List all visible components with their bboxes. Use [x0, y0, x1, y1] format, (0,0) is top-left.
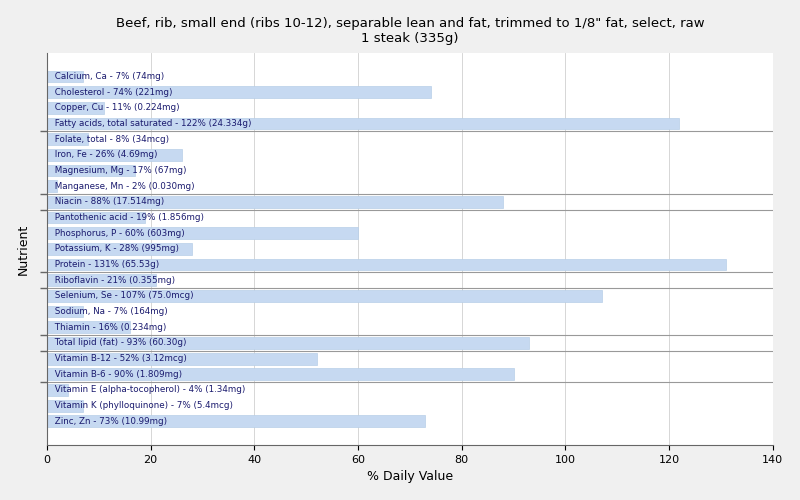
Text: Sodium, Na - 7% (164mg): Sodium, Na - 7% (164mg)	[52, 307, 168, 316]
Bar	[47, 416, 426, 427]
Bar	[47, 180, 58, 192]
Text: Vitamin K (phylloquinone) - 7% (5.4mcg): Vitamin K (phylloquinone) - 7% (5.4mcg)	[52, 401, 233, 410]
Bar	[47, 134, 88, 145]
Text: Vitamin E (alpha-tocopherol) - 4% (1.34mg): Vitamin E (alpha-tocopherol) - 4% (1.34m…	[52, 386, 246, 394]
Text: Vitamin B-6 - 90% (1.809mg): Vitamin B-6 - 90% (1.809mg)	[52, 370, 182, 379]
Bar	[47, 86, 430, 98]
Text: Phosphorus, P - 60% (603mg): Phosphorus, P - 60% (603mg)	[52, 228, 185, 237]
Text: Selenium, Se - 107% (75.0mcg): Selenium, Se - 107% (75.0mcg)	[52, 292, 194, 300]
Bar	[47, 400, 83, 411]
Bar	[47, 70, 83, 83]
Bar	[47, 337, 529, 349]
Text: Vitamin B-12 - 52% (3.12mcg): Vitamin B-12 - 52% (3.12mcg)	[52, 354, 187, 363]
Title: Beef, rib, small end (ribs 10-12), separable lean and fat, trimmed to 1/8" fat, : Beef, rib, small end (ribs 10-12), separ…	[115, 16, 704, 44]
Text: Magnesium, Mg - 17% (67mg): Magnesium, Mg - 17% (67mg)	[52, 166, 186, 175]
Bar	[47, 102, 104, 114]
Text: Folate, total - 8% (34mcg): Folate, total - 8% (34mcg)	[52, 134, 169, 143]
Text: Thiamin - 16% (0.234mg): Thiamin - 16% (0.234mg)	[52, 323, 166, 332]
Bar	[47, 353, 317, 364]
Bar	[47, 164, 135, 176]
Text: Niacin - 88% (17.514mg): Niacin - 88% (17.514mg)	[52, 198, 164, 206]
Bar	[47, 274, 156, 286]
Text: Riboflavin - 21% (0.355mg): Riboflavin - 21% (0.355mg)	[52, 276, 175, 285]
Bar	[47, 384, 68, 396]
Bar	[47, 196, 503, 208]
Text: Cholesterol - 74% (221mg): Cholesterol - 74% (221mg)	[52, 88, 173, 96]
Text: Iron, Fe - 26% (4.69mg): Iron, Fe - 26% (4.69mg)	[52, 150, 158, 160]
X-axis label: % Daily Value: % Daily Value	[366, 470, 453, 484]
Bar	[47, 149, 182, 160]
Text: Total lipid (fat) - 93% (60.30g): Total lipid (fat) - 93% (60.30g)	[52, 338, 186, 347]
Bar	[47, 212, 146, 224]
Text: Pantothenic acid - 19% (1.856mg): Pantothenic acid - 19% (1.856mg)	[52, 213, 204, 222]
Text: Copper, Cu - 11% (0.224mg): Copper, Cu - 11% (0.224mg)	[52, 104, 180, 112]
Text: Manganese, Mn - 2% (0.030mg): Manganese, Mn - 2% (0.030mg)	[52, 182, 194, 190]
Text: Zinc, Zn - 73% (10.99mg): Zinc, Zn - 73% (10.99mg)	[52, 417, 167, 426]
Bar	[47, 118, 679, 130]
Y-axis label: Nutrient: Nutrient	[17, 224, 30, 274]
Bar	[47, 290, 602, 302]
Bar	[47, 306, 83, 318]
Bar	[47, 258, 726, 270]
Text: Protein - 131% (65.53g): Protein - 131% (65.53g)	[52, 260, 159, 269]
Text: Fatty acids, total saturated - 122% (24.334g): Fatty acids, total saturated - 122% (24.…	[52, 119, 251, 128]
Bar	[47, 228, 358, 239]
Text: Potassium, K - 28% (995mg): Potassium, K - 28% (995mg)	[52, 244, 179, 254]
Bar	[47, 243, 192, 255]
Bar	[47, 322, 130, 333]
Bar	[47, 368, 514, 380]
Text: Calcium, Ca - 7% (74mg): Calcium, Ca - 7% (74mg)	[52, 72, 164, 81]
